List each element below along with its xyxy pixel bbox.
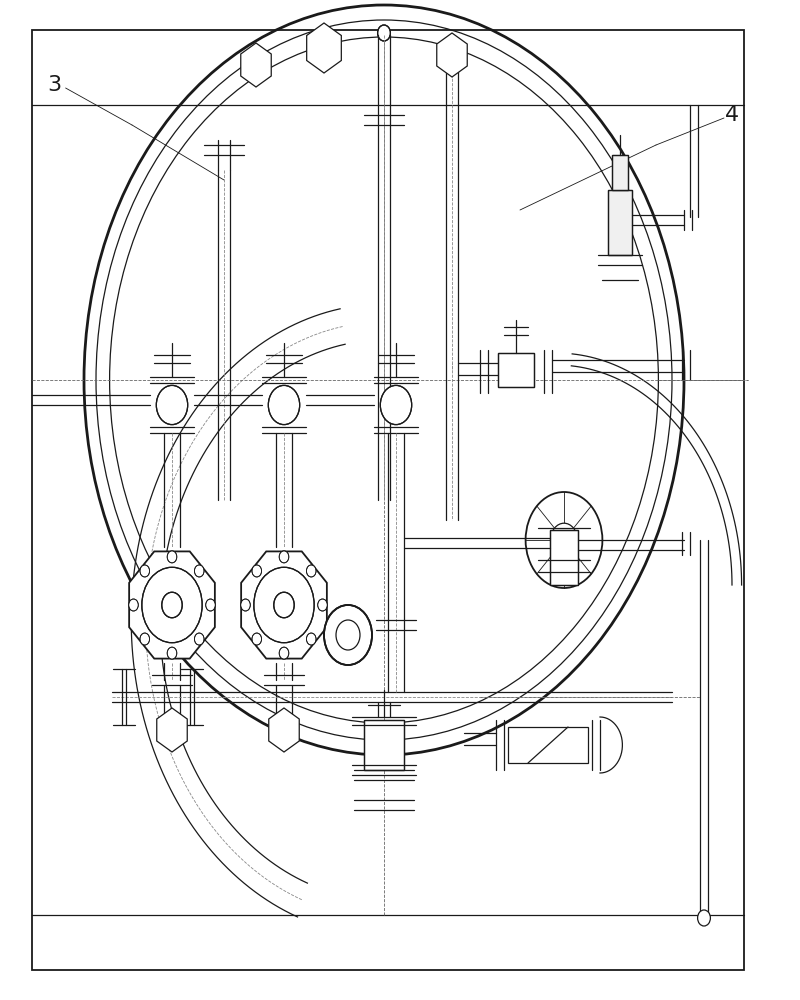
Circle shape: [206, 599, 215, 611]
Circle shape: [140, 565, 150, 577]
Polygon shape: [157, 708, 187, 752]
Circle shape: [142, 567, 202, 643]
Circle shape: [252, 633, 262, 645]
Circle shape: [194, 565, 204, 577]
Bar: [364, 720, 404, 770]
Circle shape: [318, 599, 327, 611]
Circle shape: [274, 592, 294, 618]
Polygon shape: [269, 708, 299, 752]
Bar: [364, 720, 404, 770]
Circle shape: [162, 592, 182, 618]
Circle shape: [324, 605, 372, 665]
Bar: [550, 530, 578, 585]
Circle shape: [279, 551, 289, 563]
Circle shape: [268, 385, 300, 425]
Circle shape: [167, 647, 177, 659]
Circle shape: [306, 565, 316, 577]
Bar: [498, 353, 534, 387]
Circle shape: [194, 633, 204, 645]
Circle shape: [140, 633, 150, 645]
Polygon shape: [306, 23, 342, 73]
Circle shape: [698, 910, 710, 926]
Bar: [608, 190, 632, 255]
Text: 3: 3: [47, 75, 62, 95]
Circle shape: [241, 599, 250, 611]
Bar: [498, 353, 534, 387]
Circle shape: [380, 385, 412, 425]
Circle shape: [550, 523, 578, 557]
Polygon shape: [241, 551, 327, 659]
Bar: [612, 155, 628, 190]
Polygon shape: [241, 43, 271, 87]
Text: 4: 4: [725, 105, 739, 125]
Bar: [550, 530, 578, 585]
Circle shape: [167, 551, 177, 563]
Circle shape: [156, 385, 188, 425]
Polygon shape: [129, 551, 215, 659]
Bar: [612, 155, 628, 190]
Bar: [508, 727, 588, 763]
Circle shape: [254, 567, 314, 643]
Circle shape: [279, 647, 289, 659]
Bar: [608, 190, 632, 255]
Circle shape: [252, 565, 262, 577]
Circle shape: [129, 599, 138, 611]
Polygon shape: [437, 33, 467, 77]
Bar: [32, 30, 744, 970]
Circle shape: [306, 633, 316, 645]
Circle shape: [378, 25, 390, 41]
